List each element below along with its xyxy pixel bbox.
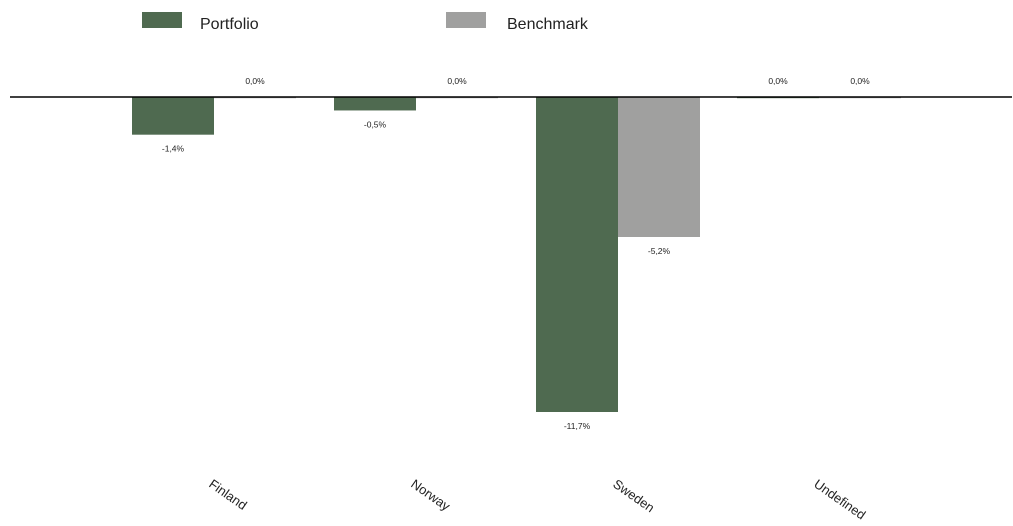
data-label-portfolio-sweden: -11,7% bbox=[564, 421, 591, 431]
category-labels-group: Finland Norway Sweden Undefined bbox=[206, 476, 868, 522]
bar-portfolio-finland bbox=[132, 97, 214, 135]
category-label-norway: Norway bbox=[408, 476, 453, 514]
category-label-undefined: Undefined bbox=[811, 476, 868, 522]
data-label-portfolio-finland: -1,4% bbox=[162, 144, 185, 154]
bar-portfolio-norway bbox=[334, 97, 416, 111]
data-label-benchmark-sweden: -5,2% bbox=[648, 246, 671, 256]
bar-benchmark-sweden bbox=[618, 97, 700, 237]
legend-swatch-benchmark bbox=[446, 12, 486, 28]
data-label-benchmark-finland: 0,0% bbox=[245, 76, 265, 86]
data-label-benchmark-norway: 0,0% bbox=[447, 76, 467, 86]
category-label-sweden: Sweden bbox=[610, 476, 657, 515]
chart-legend: Portfolio Benchmark bbox=[142, 12, 589, 33]
legend-swatch-portfolio bbox=[142, 12, 182, 28]
bar-portfolio-sweden bbox=[536, 97, 618, 412]
legend-label-portfolio: Portfolio bbox=[200, 16, 259, 33]
data-labels-group: -1,4% -0,5% -11,7% 0,0% 0,0% 0,0% -5,2% 0,0% bbox=[162, 76, 870, 431]
data-label-portfolio-norway: -0,5% bbox=[364, 119, 387, 129]
bars-group bbox=[132, 97, 901, 412]
legend-label-benchmark: Benchmark bbox=[507, 16, 589, 33]
category-label-finland: Finland bbox=[206, 476, 250, 513]
data-label-portfolio-undefined: 0,0% bbox=[768, 76, 788, 86]
data-label-benchmark-undefined: 0,0% bbox=[850, 76, 870, 86]
